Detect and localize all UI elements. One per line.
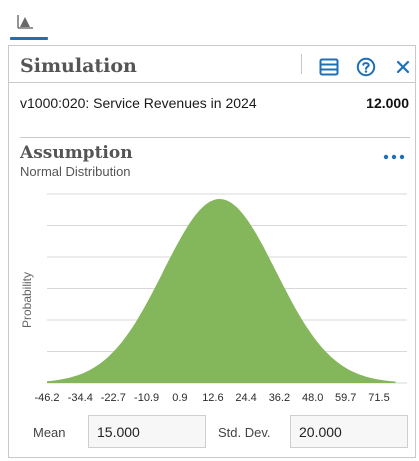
chart-tab-icon	[17, 15, 33, 29]
mean-input[interactable]	[88, 415, 206, 448]
mean-label: Mean	[33, 425, 66, 440]
x-tick-label: 59.7	[335, 392, 356, 404]
distribution-chart-svg: Probability -46.2 -34.4 -22.7 -10.9 0.9 12.6 2…	[20, 193, 407, 404]
forecast-value: 12.000	[366, 95, 409, 111]
x-tick-label: 71.5	[368, 392, 389, 404]
x-tick-label: 0.9	[172, 392, 187, 404]
table-icon	[319, 58, 339, 76]
active-tab-indicator	[10, 37, 48, 40]
distribution-chart: Probability -46.2 -34.4 -22.7 -10.9 0.9 12.6 2…	[9, 184, 415, 410]
help-button[interactable]	[354, 55, 378, 79]
distribution-name: Normal Distribution	[20, 164, 131, 179]
x-tick-label: 24.4	[235, 392, 256, 404]
x-tick-label: -34.4	[68, 392, 93, 404]
x-tick-label: 48.0	[302, 392, 323, 404]
x-axis-ticks: -46.2 -34.4 -22.7 -10.9 0.9 12.6 24.4 36.2 48.0 5…	[34, 392, 389, 404]
toolbar-divider	[301, 54, 302, 74]
more-options-button[interactable]	[381, 148, 407, 164]
forecast-name: v1000:020: Service Revenues in 2024	[20, 95, 257, 111]
assumption-title: Assumption	[20, 143, 133, 163]
chart-tab[interactable]	[10, 10, 46, 40]
x-tick-label: -46.2	[34, 392, 59, 404]
std-dev-input[interactable]	[290, 415, 408, 448]
more-horizontal-icon	[383, 154, 405, 160]
toolbar	[0, 0, 419, 44]
normal-distribution-area	[47, 199, 396, 383]
std-dev-label: Std. Dev.	[218, 425, 271, 440]
x-tick-label: 12.6	[202, 392, 223, 404]
close-button[interactable]	[391, 55, 415, 79]
x-tick-label: -10.9	[134, 392, 159, 404]
header-divider	[9, 82, 415, 83]
table-view-button[interactable]	[317, 55, 341, 79]
x-tick-label: -22.7	[101, 392, 126, 404]
section-divider	[20, 137, 410, 138]
y-axis-label: Probability	[20, 272, 34, 328]
x-tick-label: 36.2	[269, 392, 290, 404]
close-icon	[396, 60, 410, 74]
simulation-panel: Simulation v1000:020: Service Revenues i…	[8, 45, 416, 458]
help-icon	[356, 57, 376, 77]
panel-title: Simulation	[20, 55, 137, 77]
